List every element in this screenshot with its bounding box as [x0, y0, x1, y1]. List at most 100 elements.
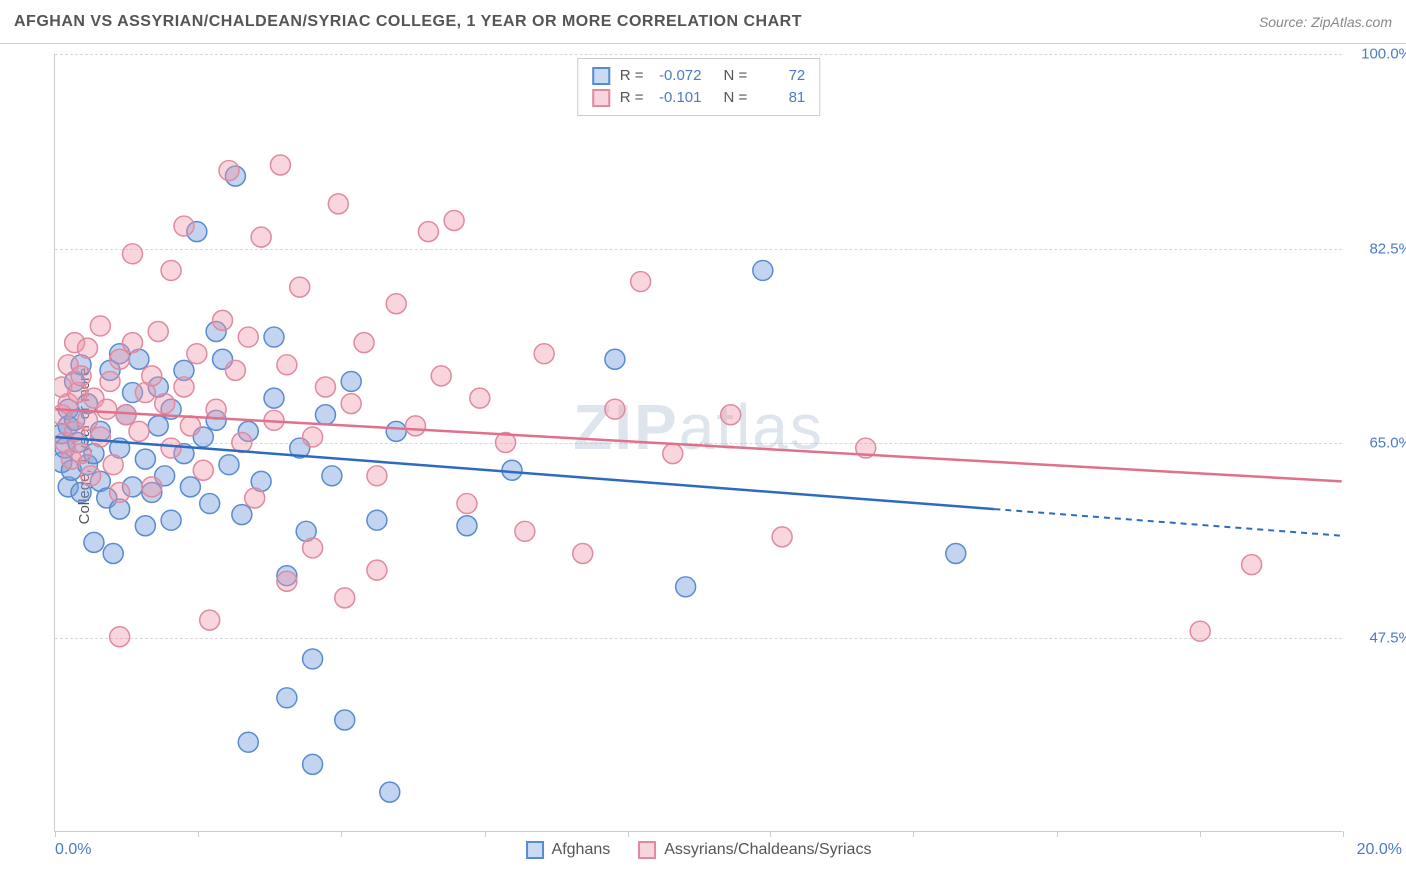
data-point — [180, 477, 200, 497]
y-tick-label: 100.0% — [1352, 46, 1406, 63]
data-point — [277, 355, 297, 375]
data-point — [431, 366, 451, 386]
data-point — [81, 466, 101, 486]
swatch-assyrians-icon — [638, 841, 656, 859]
data-point — [110, 482, 130, 502]
data-point — [341, 394, 361, 414]
data-point — [110, 349, 130, 369]
data-point — [721, 405, 741, 425]
chart-plot-area: ZIPatlas R = -0.072 N = 72 R = -0.101 N … — [54, 54, 1342, 832]
x-tick-mark — [1057, 831, 1058, 837]
data-point — [84, 532, 104, 552]
data-point — [380, 782, 400, 802]
data-point — [457, 494, 477, 514]
x-tick-mark — [55, 831, 56, 837]
data-point — [367, 560, 387, 580]
data-point — [90, 427, 110, 447]
data-point — [135, 449, 155, 469]
data-point — [238, 327, 258, 347]
data-point — [367, 466, 387, 486]
data-point — [605, 399, 625, 419]
data-point — [315, 405, 335, 425]
x-tick-mark — [485, 831, 486, 837]
data-point — [367, 510, 387, 530]
data-point — [155, 394, 175, 414]
scatter-svg — [55, 54, 1342, 831]
data-point — [213, 310, 233, 330]
data-point — [135, 516, 155, 536]
data-point — [103, 544, 123, 564]
legend-n-label: N = — [724, 87, 748, 109]
legend-r-label: R = — [620, 65, 644, 87]
legend-item-assyrians: Assyrians/Chaldeans/Syriacs — [638, 841, 871, 859]
data-point — [225, 360, 245, 380]
legend-row-1: R = -0.072 N = 72 — [592, 65, 806, 87]
data-point — [129, 421, 149, 441]
data-point — [534, 344, 554, 364]
data-point — [200, 610, 220, 630]
data-point — [200, 494, 220, 514]
chart-header: AFGHAN VS ASSYRIAN/CHALDEAN/SYRIAC COLLE… — [0, 0, 1406, 44]
x-tick-mark — [628, 831, 629, 837]
data-point — [605, 349, 625, 369]
chart-source: Source: ZipAtlas.com — [1259, 14, 1392, 30]
data-point — [573, 544, 593, 564]
data-point — [180, 416, 200, 436]
data-point — [206, 399, 226, 419]
data-point — [264, 327, 284, 347]
data-point — [335, 710, 355, 730]
data-point — [148, 322, 168, 342]
legend-item-afghans: Afghans — [526, 841, 611, 859]
data-point — [77, 410, 97, 430]
data-point — [354, 333, 374, 353]
series-legend: Afghans Assyrians/Chaldeans/Syriacs — [526, 841, 872, 859]
data-point — [193, 460, 213, 480]
data-point — [174, 216, 194, 236]
correlation-legend: R = -0.072 N = 72 R = -0.101 N = 81 — [577, 58, 821, 116]
data-point — [386, 421, 406, 441]
data-point — [386, 294, 406, 314]
data-point — [110, 627, 130, 647]
data-point — [187, 344, 207, 364]
data-point — [161, 438, 181, 458]
x-tick-mark — [1343, 831, 1344, 837]
data-point — [676, 577, 696, 597]
data-point — [457, 516, 477, 536]
x-tick-mark — [770, 831, 771, 837]
data-point — [303, 427, 323, 447]
data-point — [277, 571, 297, 591]
trend-line-dashed — [994, 509, 1341, 536]
data-point — [97, 399, 117, 419]
legend-n-value-2: 81 — [755, 87, 805, 109]
legend-r-value-1: -0.072 — [652, 65, 702, 87]
data-point — [219, 161, 239, 181]
data-point — [77, 338, 97, 358]
x-axis-max-label: 20.0% — [1357, 841, 1402, 859]
swatch-afghans-icon — [526, 841, 544, 859]
data-point — [103, 455, 123, 475]
data-point — [123, 333, 143, 353]
data-point — [148, 416, 168, 436]
y-tick-label: 47.5% — [1352, 629, 1406, 646]
x-tick-mark — [198, 831, 199, 837]
x-tick-mark — [341, 831, 342, 837]
data-point — [418, 222, 438, 242]
data-point — [232, 505, 252, 525]
data-point — [142, 477, 162, 497]
data-point — [303, 538, 323, 558]
data-point — [753, 260, 773, 280]
y-tick-label: 65.0% — [1352, 435, 1406, 452]
data-point — [1190, 621, 1210, 641]
data-point — [277, 688, 297, 708]
data-point — [663, 444, 683, 464]
data-point — [315, 377, 335, 397]
data-point — [946, 544, 966, 564]
data-point — [341, 371, 361, 391]
data-point — [303, 649, 323, 669]
data-point — [470, 388, 490, 408]
data-point — [631, 272, 651, 292]
data-point — [772, 527, 792, 547]
data-point — [303, 754, 323, 774]
data-point — [219, 455, 239, 475]
legend-n-value-1: 72 — [755, 65, 805, 87]
